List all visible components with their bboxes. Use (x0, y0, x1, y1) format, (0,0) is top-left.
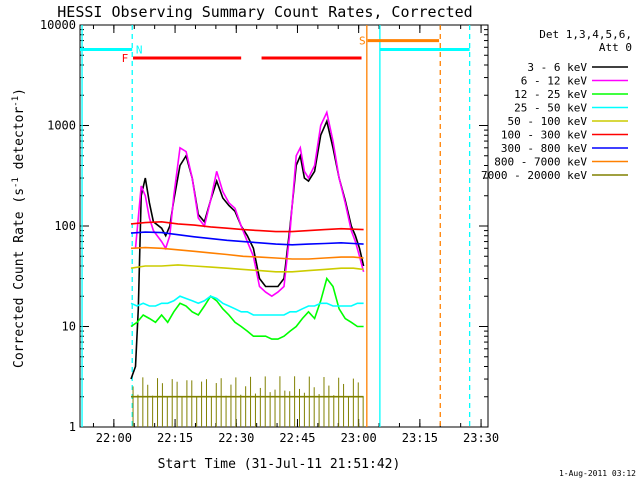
y-axis-label-sup1: -1 (11, 177, 21, 188)
series-1 (134, 109, 365, 298)
x-tick-label: 22:15 (157, 431, 193, 445)
y-axis-label-sup2: -1 (11, 96, 21, 107)
legend-label: 7000 - 20000 keV (481, 169, 587, 182)
legend-header-1: Det 1,3,4,5,6, (539, 28, 632, 41)
series-line (130, 246, 364, 260)
legend-label: 25 - 50 keV (514, 102, 587, 115)
y-tick-label: 10000 (40, 18, 76, 32)
legend-label: 50 - 100 keV (508, 115, 588, 128)
footer-date: 1-Aug-2011 03:12 (559, 469, 636, 478)
series-0 (130, 118, 365, 380)
flag-label: F (122, 52, 129, 65)
y-tick-label: 1 (69, 420, 76, 434)
flag-label: N (136, 44, 143, 57)
series-3 (130, 295, 364, 316)
y-axis-label-end: ) (12, 88, 27, 96)
series-7 (130, 246, 364, 260)
series-4 (130, 264, 364, 273)
series-line (130, 220, 364, 233)
series-2 (130, 276, 364, 340)
x-axis-label: Start Time (31-Jul-11 21:51:42) (158, 457, 401, 472)
series-line (130, 231, 364, 246)
y-axis-label-main: Corrected Count Rate (s (12, 188, 27, 368)
x-tick-label: 23:30 (463, 431, 499, 445)
x-tick-label: 22:45 (279, 431, 315, 445)
flag-label: S (359, 35, 366, 48)
x-tick-label: 22:00 (96, 431, 132, 445)
x-tick-label: 23:00 (341, 431, 377, 445)
legend-label: 800 - 7000 keV (494, 156, 587, 169)
series-6 (130, 231, 364, 246)
series-line (130, 264, 364, 273)
y-axis-label: Corrected Count Rate (s-1 detector-1) (11, 88, 27, 368)
chart-title: HESSI Observing Summary Count Rates, Cor… (57, 3, 472, 21)
legend-label: 100 - 300 keV (501, 129, 587, 142)
legend-label: 6 - 12 keV (521, 75, 588, 88)
x-tick-label: 22:30 (218, 431, 254, 445)
legend-header-2: Att 0 (599, 41, 632, 54)
series-line (130, 118, 365, 380)
series-line (130, 276, 364, 340)
y-tick-label: 1000 (47, 119, 76, 133)
y-tick-label: 10 (62, 320, 76, 334)
y-tick-label: 100 (54, 219, 76, 233)
series-5 (130, 220, 364, 233)
y-axis-label-mid: detector (12, 107, 27, 178)
series-line (130, 295, 364, 316)
series-line (134, 109, 365, 298)
legend-label: 3 - 6 keV (527, 61, 587, 74)
x-tick-label: 23:15 (402, 431, 438, 445)
legend-label: 300 - 800 keV (501, 142, 587, 155)
legend-label: 12 - 25 keV (514, 88, 587, 101)
